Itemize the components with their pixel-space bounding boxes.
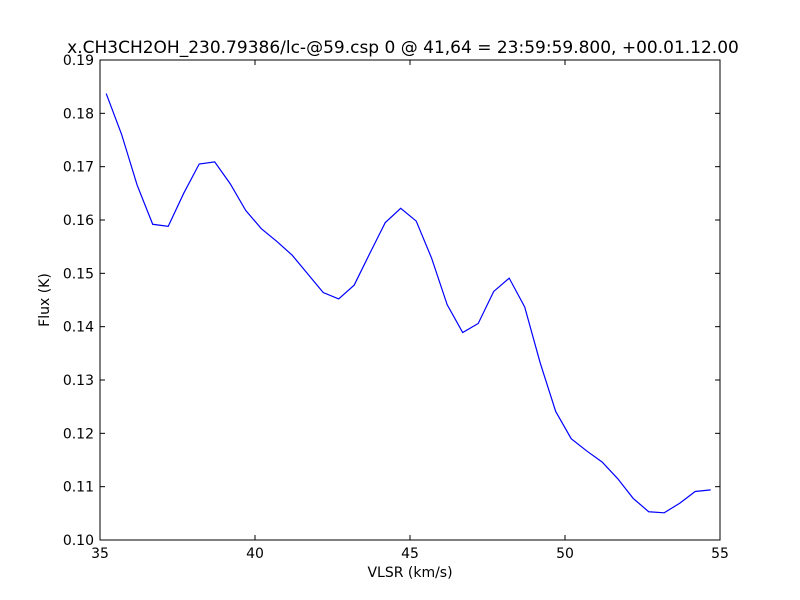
- y-tick-label: 0.15: [63, 266, 94, 282]
- plot-area: [100, 60, 720, 540]
- y-tick-label: 0.18: [63, 106, 94, 122]
- y-tick-label: 0.12: [63, 426, 94, 442]
- chart-title: x.CH3CH2OH_230.79386/lc-@59.csp 0 @ 41,6…: [67, 38, 739, 58]
- plot-content: [105, 93, 711, 514]
- x-axis: 35 40 45 50 55: [91, 60, 729, 562]
- x-tick-label: 35: [91, 546, 109, 562]
- x-tick-label: 45: [401, 546, 419, 562]
- y-tick-label: 0.11: [63, 480, 94, 496]
- y-tick-label: 0.17: [63, 160, 94, 176]
- y-tick-label: 0.13: [63, 373, 94, 389]
- x-tick-label: 55: [711, 546, 729, 562]
- series-line-0: [105, 93, 711, 514]
- y-tick-label: 0.19: [63, 53, 94, 69]
- y-axis: 0.10 0.11 0.12 0.13 0.14 0.15 0.16 0.17 0.18 0.19: [63, 53, 720, 549]
- y-tick-label: 0.10: [63, 533, 94, 549]
- x-tick-label: 40: [246, 546, 264, 562]
- x-axis-label: VLSR (km/s): [367, 565, 452, 581]
- y-axis-label: Flux (K): [37, 273, 53, 327]
- y-tick-label: 0.16: [63, 213, 94, 229]
- y-tick-label: 0.14: [63, 320, 94, 336]
- x-tick-label: 50: [556, 546, 574, 562]
